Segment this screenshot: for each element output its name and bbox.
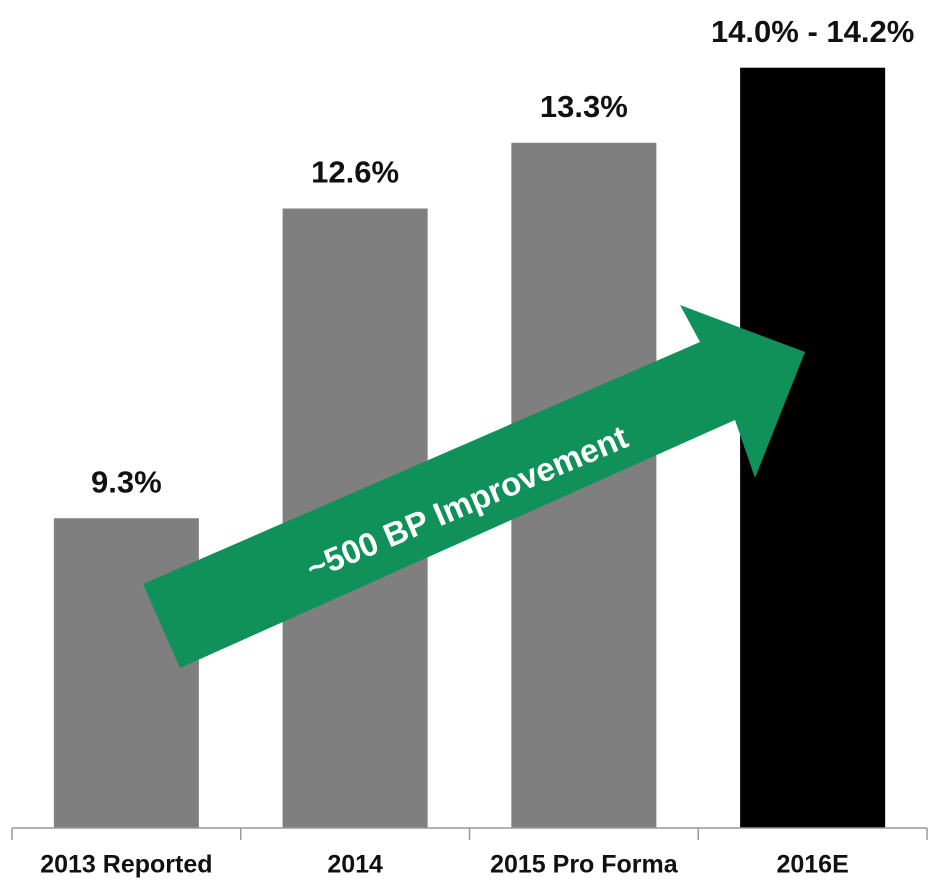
x-tick-label: 2014 xyxy=(327,851,383,879)
improvement-arrow: ~500 BP Improvement xyxy=(143,305,805,668)
bar xyxy=(53,518,199,828)
x-tick-label: 2016E xyxy=(776,851,848,879)
value-label: 9.3% xyxy=(91,464,162,499)
x-tick-label: 2015 Pro Forma xyxy=(490,851,679,879)
value-label: 13.3% xyxy=(540,89,628,124)
value-label: 14.0% - 14.2% xyxy=(711,14,914,49)
x-tick-label: 2013 Reported xyxy=(40,851,212,879)
x-axis xyxy=(11,827,928,840)
value-label: 12.6% xyxy=(311,155,399,190)
arrow-shape xyxy=(143,305,805,668)
